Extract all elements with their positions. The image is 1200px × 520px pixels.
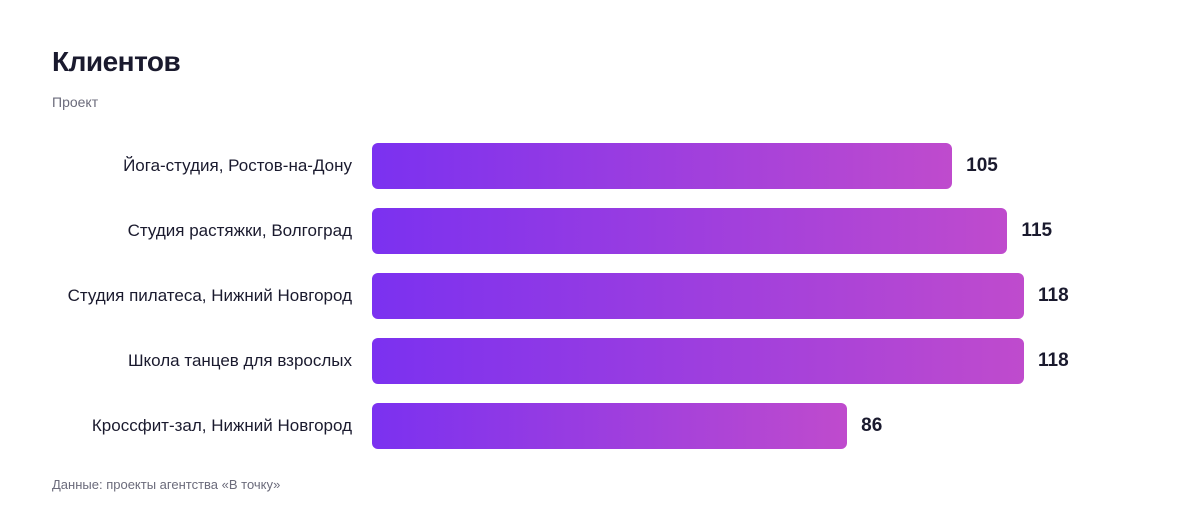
bar-row: Йога-студия, Ростов-на-Дону 105 — [52, 143, 1172, 189]
chart-title: Клиентов — [52, 46, 181, 77]
bar-row: Школа танцев для взрослых 118 — [52, 338, 1172, 384]
value-label: 86 — [861, 415, 883, 436]
source-note: Данные: проекты агентства «В точку» — [52, 477, 281, 492]
chart-subtitle: Проект — [52, 94, 99, 110]
plot-area: Йога-студия, Ростов-на-Дону 105 Студия рас… — [52, 143, 1172, 468]
bar-row: Студия пилатеса, Нижний Новгород 118 — [52, 273, 1172, 319]
bar — [372, 208, 1008, 254]
bar — [372, 338, 1024, 384]
category-label: Кроссфит-зал, Нижний Новгород — [91, 416, 352, 435]
value-label: 118 — [1038, 350, 1069, 371]
category-label: Йога-студия, Ростов-на-Дону — [123, 156, 352, 175]
value-label: 118 — [1038, 285, 1069, 306]
value-label: 105 — [966, 155, 998, 176]
category-label: Студия растяжки, Волгоград — [127, 221, 352, 240]
bar — [372, 403, 848, 449]
value-label: 115 — [1021, 220, 1053, 241]
bar — [372, 273, 1024, 319]
bar — [372, 143, 953, 189]
bar-row: Студия растяжки, Волгоград 115 — [52, 208, 1172, 254]
bar-row: Кроссфит-зал, Нижний Новгород 86 — [52, 403, 1172, 449]
category-label: Студия пилатеса, Нижний Новгород — [67, 286, 352, 305]
category-label: Школа танцев для взрослых — [127, 351, 352, 370]
